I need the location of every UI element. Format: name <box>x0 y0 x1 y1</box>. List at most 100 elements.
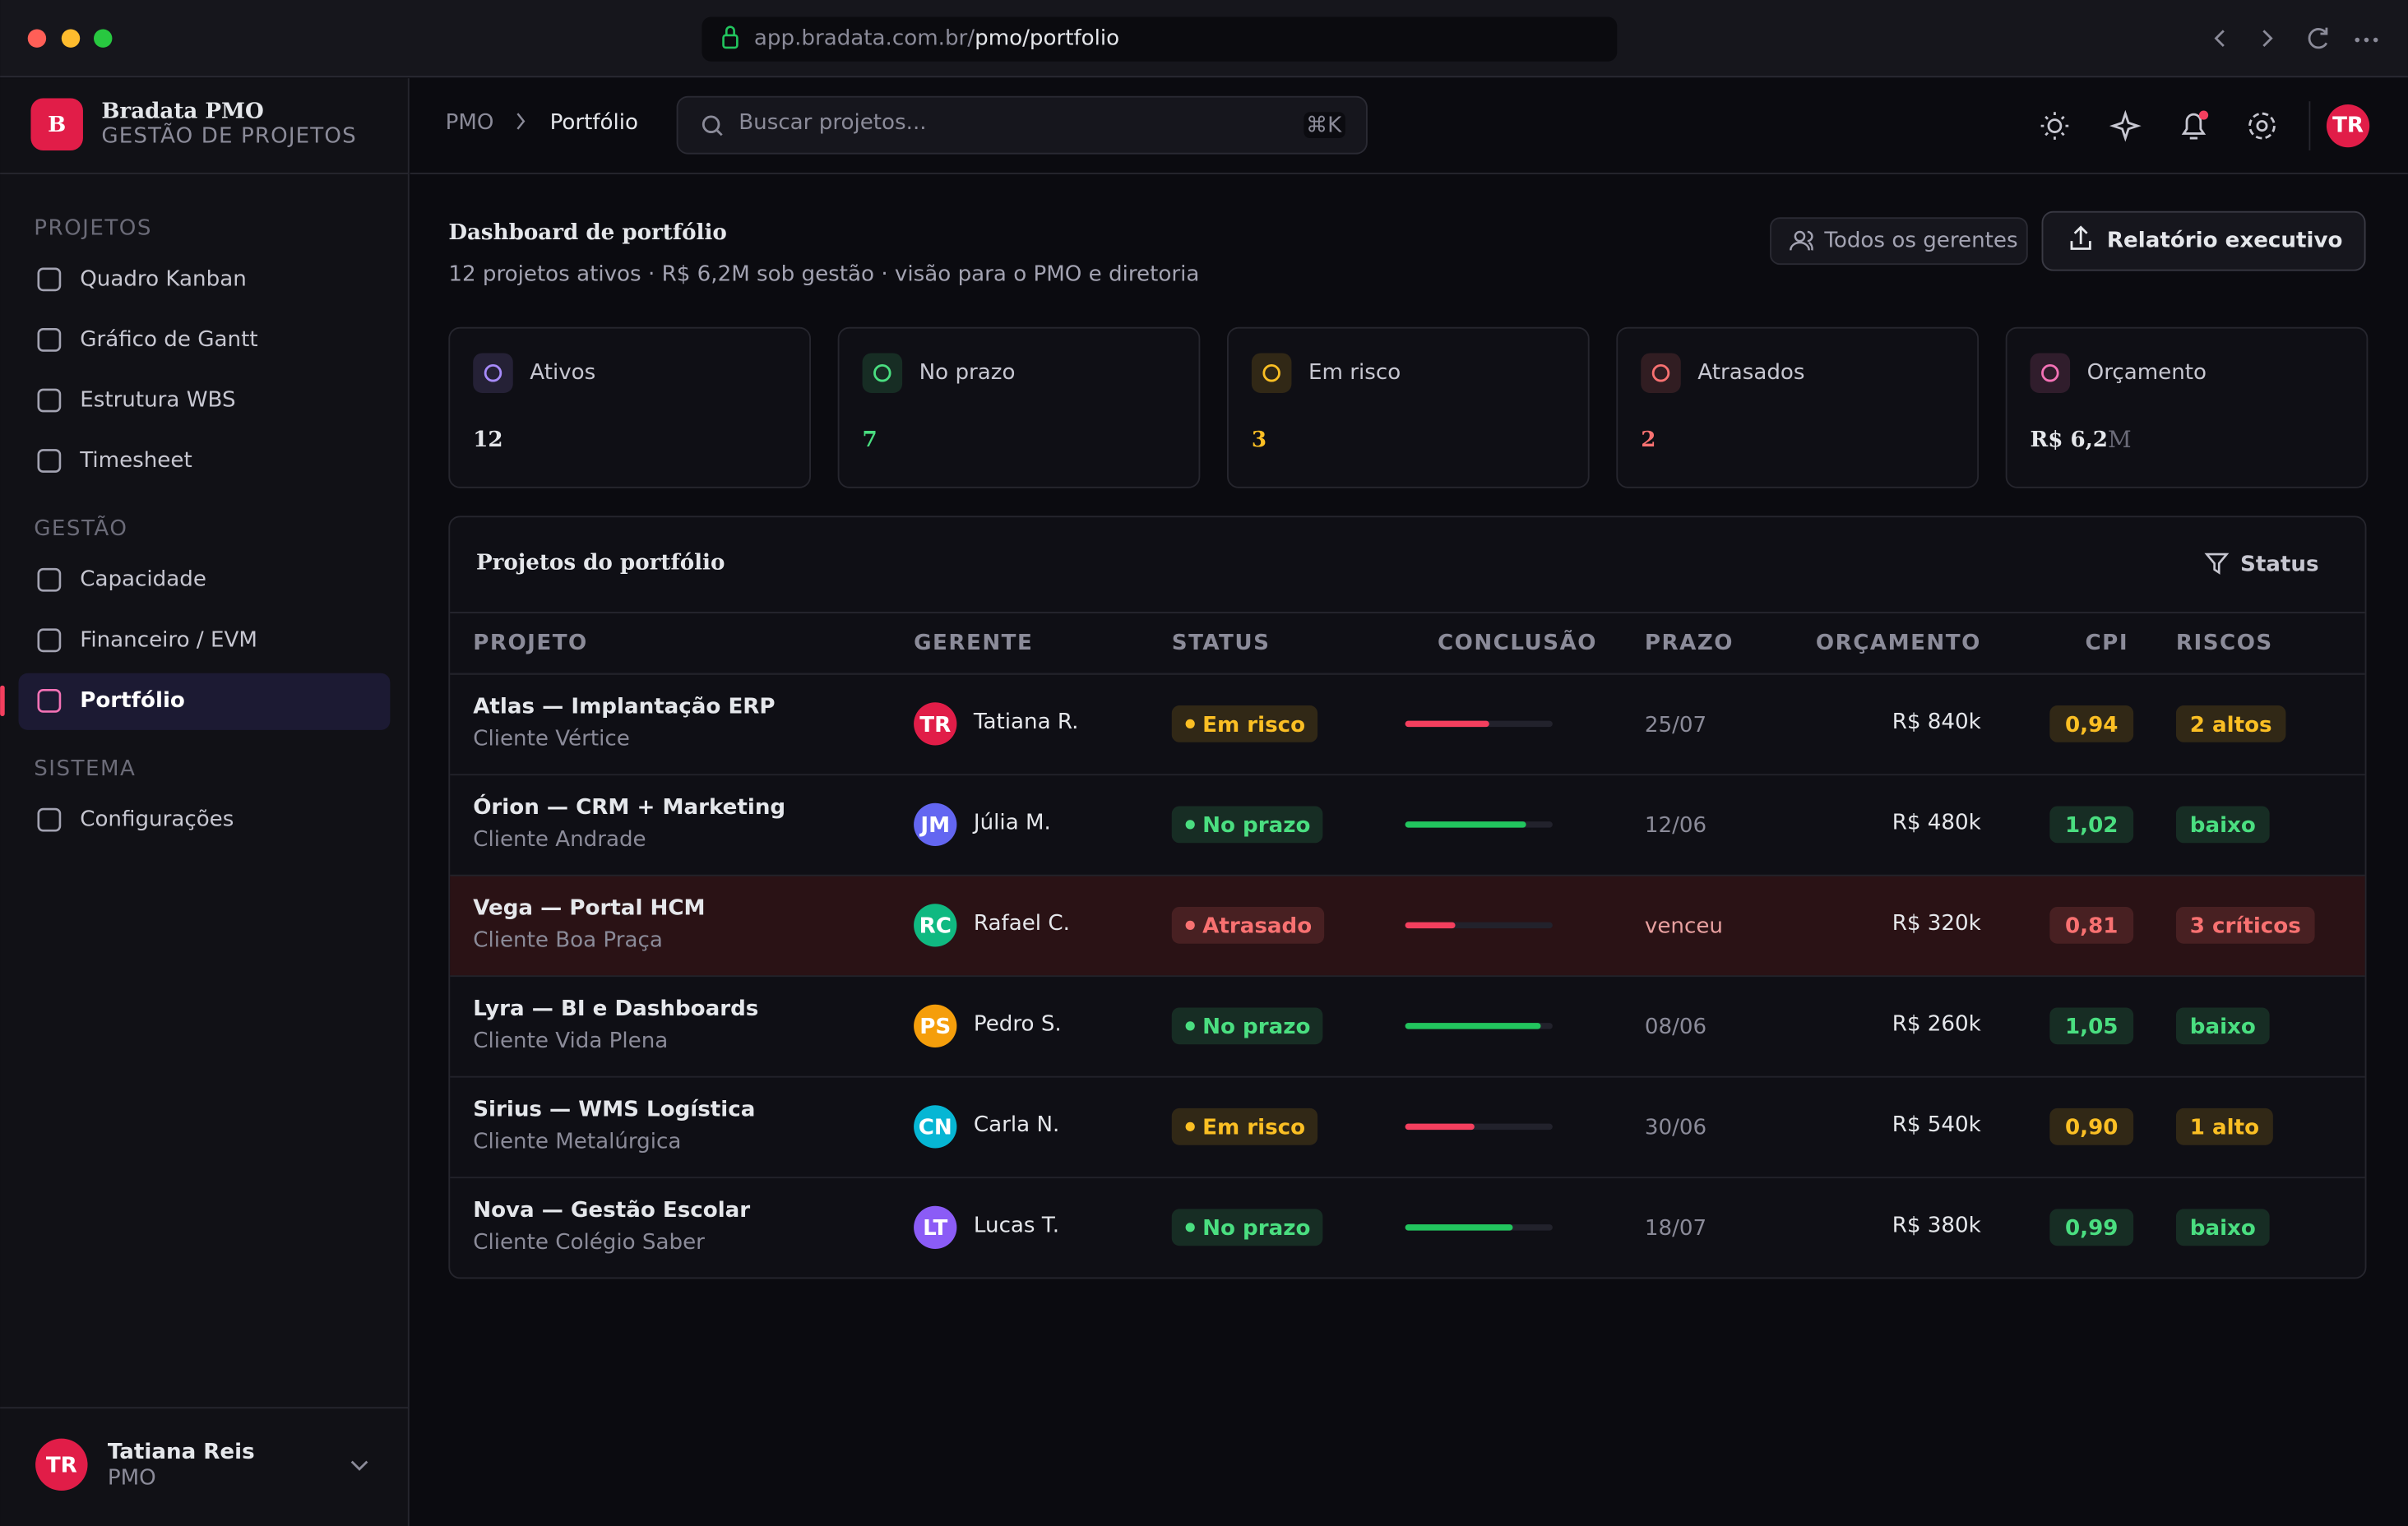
status-badge-bg <box>1171 806 1323 844</box>
report-button-label: Relatório executivo <box>2107 229 2343 253</box>
project-name: Atlas — Implantação ERP <box>473 694 775 719</box>
column-header: PROJETO <box>473 631 588 655</box>
panel-title: Projetos do portfólio <box>476 549 725 575</box>
ai-button[interactable] <box>2109 109 2142 142</box>
kpi-icon <box>2041 363 2059 382</box>
forward[interactable] <box>2262 30 2273 48</box>
manager-name: Lucas T. <box>974 1213 1059 1237</box>
progress-bar <box>1405 922 1456 929</box>
nav-icon <box>37 628 62 653</box>
nav-item[interactable]: Capacidade <box>80 567 206 592</box>
status-filter[interactable]: Status <box>2240 553 2319 577</box>
kpi-value-number: 12 <box>473 427 502 452</box>
browser-controls <box>2214 27 2328 49</box>
column-header: CONCLUSÃO <box>1438 629 1597 655</box>
nav-item[interactable]: Gráfico de Gantt <box>80 327 257 352</box>
minimize-dot[interactable] <box>61 29 81 48</box>
kpi-value: 7 <box>863 427 878 452</box>
column-header: STATUS <box>1172 631 1271 655</box>
report-button[interactable] <box>2041 210 2366 271</box>
project-name: Lyra — BI e Dashboards <box>473 997 758 1021</box>
status-badge-bg <box>1171 1007 1323 1045</box>
notifications[interactable] <box>2181 113 2207 140</box>
kpi-icon-bg <box>1641 353 1681 394</box>
cpi-badge: 0,90 <box>2065 1116 2118 1140</box>
theme-toggle[interactable] <box>2040 112 2069 140</box>
status-dot <box>1185 719 1195 728</box>
deadline: venceu <box>1645 914 1723 939</box>
manager-name: Júlia M. <box>972 811 1051 835</box>
shortcut-key <box>1304 112 1345 139</box>
column-header: CPI <box>2086 631 2129 655</box>
back[interactable] <box>2214 30 2225 48</box>
url-bar[interactable] <box>702 16 1618 62</box>
kpi-card <box>448 326 811 488</box>
kpi-value: R$ 6,2M <box>2031 425 2132 452</box>
nav-item[interactable]: Financeiro / EVM <box>80 627 257 652</box>
project-client: Cliente Vida Plena <box>473 1029 668 1053</box>
kpi-value: 3 <box>1252 427 1267 452</box>
manager-filter[interactable] <box>1770 217 2028 266</box>
kpi-icon <box>873 363 891 382</box>
status-badge: No prazo <box>1202 1216 1310 1241</box>
kpi-icon-bg <box>862 353 903 394</box>
more-menu[interactable] <box>2355 37 2378 43</box>
topbar-avatar-initials: TR <box>2332 113 2364 138</box>
page-subtitle: 12 projetos ativos · R$ 6,2M sob gestão … <box>448 262 1199 287</box>
deadline: 25/07 <box>1645 713 1706 738</box>
column-header: RISCOS <box>2176 631 2273 655</box>
page-title: Dashboard de portfólio <box>448 220 726 245</box>
kpi-value-number: 2 <box>1641 427 1656 452</box>
kpi-value-number: R$ 6,2 <box>2031 427 2108 452</box>
project-name: Vega — Portal HCM <box>473 895 705 920</box>
status-badge: Em risco <box>1202 713 1305 738</box>
nav-icon <box>37 807 62 832</box>
project-name: Nova — Gestão Escolar <box>473 1198 750 1223</box>
status-dot <box>1185 920 1195 930</box>
topbar-avatar[interactable] <box>2326 104 2370 148</box>
kpi-icon <box>484 363 502 382</box>
shortcut-text: ⌘K <box>1306 113 1342 138</box>
nav-item[interactable]: Estrutura WBS <box>80 387 235 412</box>
manager-name: Rafael C. <box>974 911 1070 936</box>
status-dot <box>1185 1223 1195 1232</box>
user-initials: TR <box>46 1454 77 1478</box>
nav-icon <box>37 449 62 473</box>
nav: PROJETOS Quadro Kanban Gráfico de Gantt Est… <box>0 216 391 832</box>
progress-bar <box>1405 1123 1475 1131</box>
kpi-icon-bg <box>473 353 513 394</box>
kpi-card <box>1227 326 1590 488</box>
breadcrumb-current: Portfólio <box>550 110 638 135</box>
kpi-card <box>837 326 1201 488</box>
reload[interactable] <box>2308 27 2328 49</box>
user-menu-chevron[interactable] <box>350 1460 368 1471</box>
deadline: 18/07 <box>1645 1216 1706 1241</box>
cpi-badge: 0,81 <box>2065 914 2118 939</box>
search-box[interactable] <box>676 95 1368 155</box>
status-dot <box>1185 820 1195 830</box>
close-dot[interactable] <box>27 29 47 48</box>
logo <box>30 98 83 150</box>
kpi-card <box>2005 326 2369 488</box>
nav-item[interactable]: Quadro Kanban <box>80 266 247 291</box>
cpi-badge: 0,99 <box>2065 1216 2118 1241</box>
brand: Bradata PMO <box>101 98 263 123</box>
kpi-icon-bg <box>2030 353 2071 394</box>
nav-item[interactable]: Timesheet <box>79 448 192 473</box>
nav-item[interactable]: Configurações <box>80 807 234 832</box>
zoom-dot[interactable] <box>94 29 113 48</box>
url-text: app.bradata.com.br/pmo/portfolio <box>754 25 1119 50</box>
nav-item[interactable]: Portfólio <box>80 688 185 713</box>
risk-badge: 2 altos <box>2190 713 2272 738</box>
user-avatar[interactable] <box>35 1438 88 1491</box>
project-client: Cliente Andrade <box>473 827 646 852</box>
project-client: Cliente Metalúrgica <box>473 1130 681 1154</box>
kpi-card <box>1616 326 1980 488</box>
breadcrumb-separator <box>516 113 526 130</box>
breadcrumb[interactable]: PMO <box>446 110 494 135</box>
kpi-icon <box>1262 363 1280 382</box>
manager-name: Carla N. <box>974 1112 1059 1137</box>
logo-letter: B <box>48 112 66 137</box>
lock-icon <box>722 25 739 49</box>
